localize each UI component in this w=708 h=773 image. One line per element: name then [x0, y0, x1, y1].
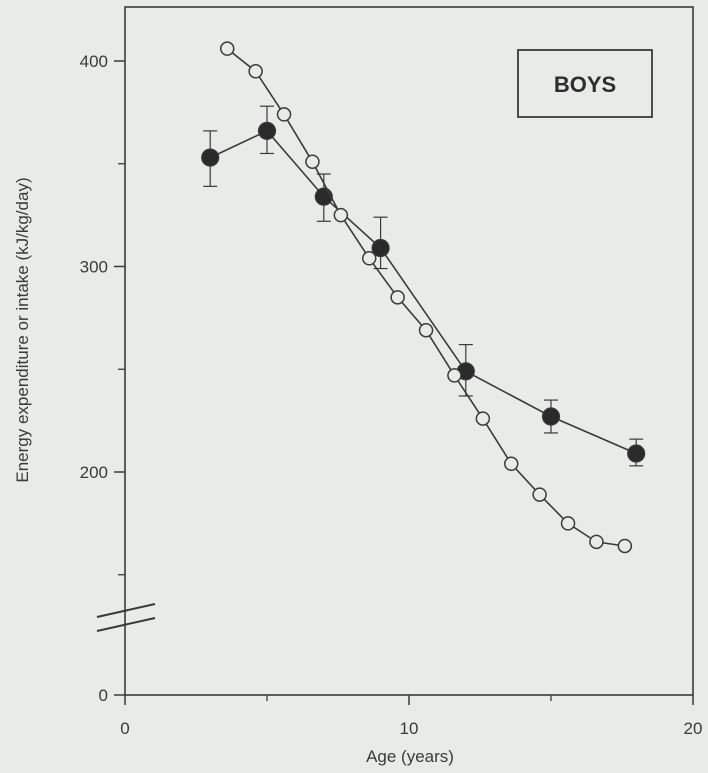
open-point: [532, 487, 547, 502]
x-tick-label: 0: [120, 719, 129, 738]
open-point: [447, 368, 462, 383]
filled-point: [314, 187, 333, 206]
filled-point: [257, 121, 277, 140]
x-tick-label: 20: [684, 719, 703, 738]
open-point: [418, 322, 434, 338]
series-line-filled: [209, 129, 637, 455]
open-point: [219, 41, 235, 56]
y-tick-label: 0: [99, 686, 108, 705]
y-axis-title: Energy expenditure or intake (kJ/kg/day): [13, 177, 32, 482]
y-tick-label: 200: [80, 463, 108, 482]
open-point: [503, 456, 519, 472]
open-point: [305, 154, 320, 169]
filled-point: [627, 444, 646, 463]
open-point: [361, 251, 377, 266]
y-tick-label: 400: [80, 52, 108, 71]
x-axis-title: Age (years): [366, 747, 454, 766]
y-tick-label: 300: [80, 258, 108, 277]
filled-point: [541, 407, 561, 426]
open-point: [248, 64, 263, 79]
open-point: [333, 207, 349, 223]
legend-box: BOYS: [517, 49, 653, 118]
x-tick-label: 10: [400, 719, 419, 738]
series-line-open: [226, 48, 625, 547]
open-point: [475, 411, 491, 426]
open-point: [276, 107, 292, 122]
panel-label: BOYS: [554, 72, 616, 97]
filled-point: [371, 238, 390, 258]
filled-point: [201, 148, 220, 167]
open-point: [560, 516, 576, 531]
y-axis-break: [96, 603, 156, 632]
plot-frame: [124, 6, 694, 696]
open-point: [390, 290, 405, 305]
open-point: [617, 538, 633, 554]
series-layer: [201, 41, 646, 554]
open-point: [589, 534, 604, 550]
